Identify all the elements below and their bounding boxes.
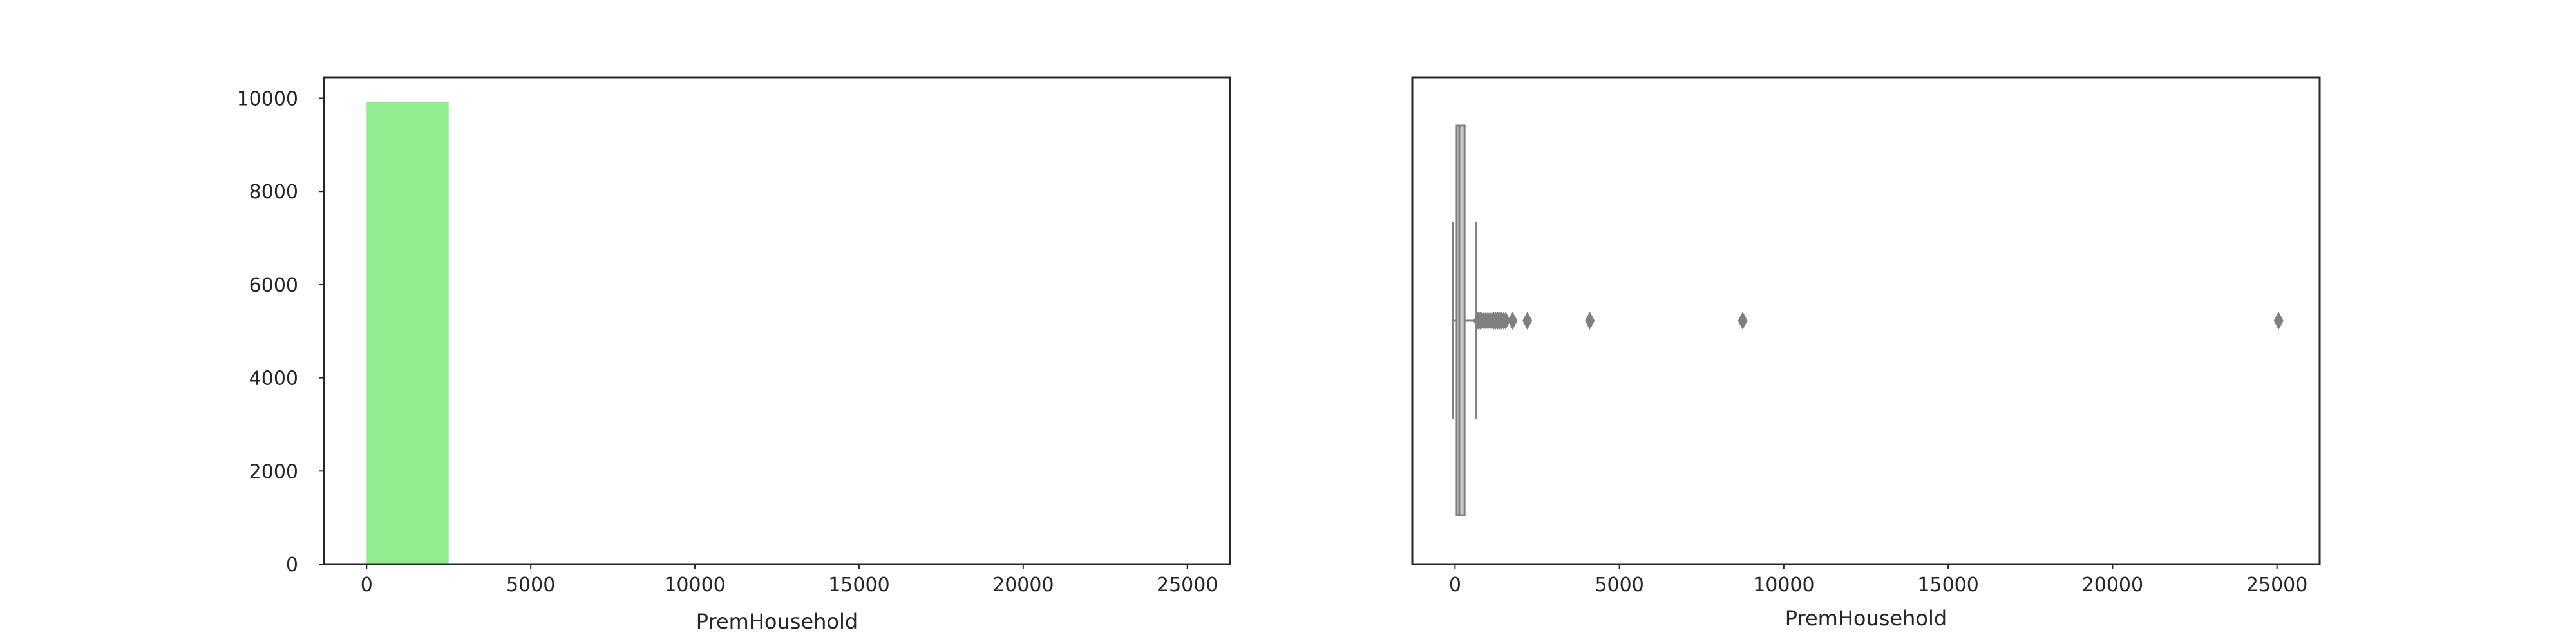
x-tick-label: 5000 (1595, 574, 1643, 596)
plot-frame (1411, 76, 2321, 565)
x-tick-label: 15000 (1917, 574, 1978, 596)
y-tick-label: 0 (286, 554, 298, 576)
outlier-point (1738, 311, 1748, 330)
x-tick-label: 10000 (664, 574, 725, 596)
outlier-point (2273, 311, 2284, 330)
x-tick-label: 0 (1449, 574, 1461, 596)
outlier-point (1522, 311, 1533, 330)
histogram-panel: 0 5000 10000 15000 20000 25000 0 2000 4000 6000 80… (237, 76, 1231, 634)
histogram-bar (366, 102, 449, 564)
outlier-point (1585, 311, 1595, 330)
outlier-point (1501, 311, 1511, 330)
y-tick-label: 6000 (249, 274, 298, 297)
boxplot-panel: 0 5000 10000 15000 20000 25000 PremHousehold (1411, 76, 2321, 630)
outlier-point (1508, 311, 1518, 330)
x-tick-label: 10000 (1753, 574, 1814, 596)
x-tick-label: 0 (361, 574, 373, 596)
x-tick-label: 5000 (506, 574, 555, 596)
iqr-box (1455, 124, 1466, 516)
plot-frame (323, 76, 1231, 565)
y-tick-label: 4000 (249, 368, 298, 390)
x-tick-label: 15000 (828, 574, 889, 596)
x-tick-label: 25000 (1157, 574, 1218, 596)
x-axis-title: PremHousehold (696, 609, 858, 634)
y-tick-label: 10000 (237, 88, 298, 111)
x-tick-label: 25000 (2246, 574, 2307, 596)
y-tick-label: 2000 (249, 460, 298, 483)
x-axis-title: PremHousehold (1785, 606, 1947, 630)
x-tick-label: 20000 (2082, 574, 2143, 596)
y-tick-label: 8000 (249, 181, 298, 204)
x-tick-label: 20000 (992, 574, 1054, 596)
